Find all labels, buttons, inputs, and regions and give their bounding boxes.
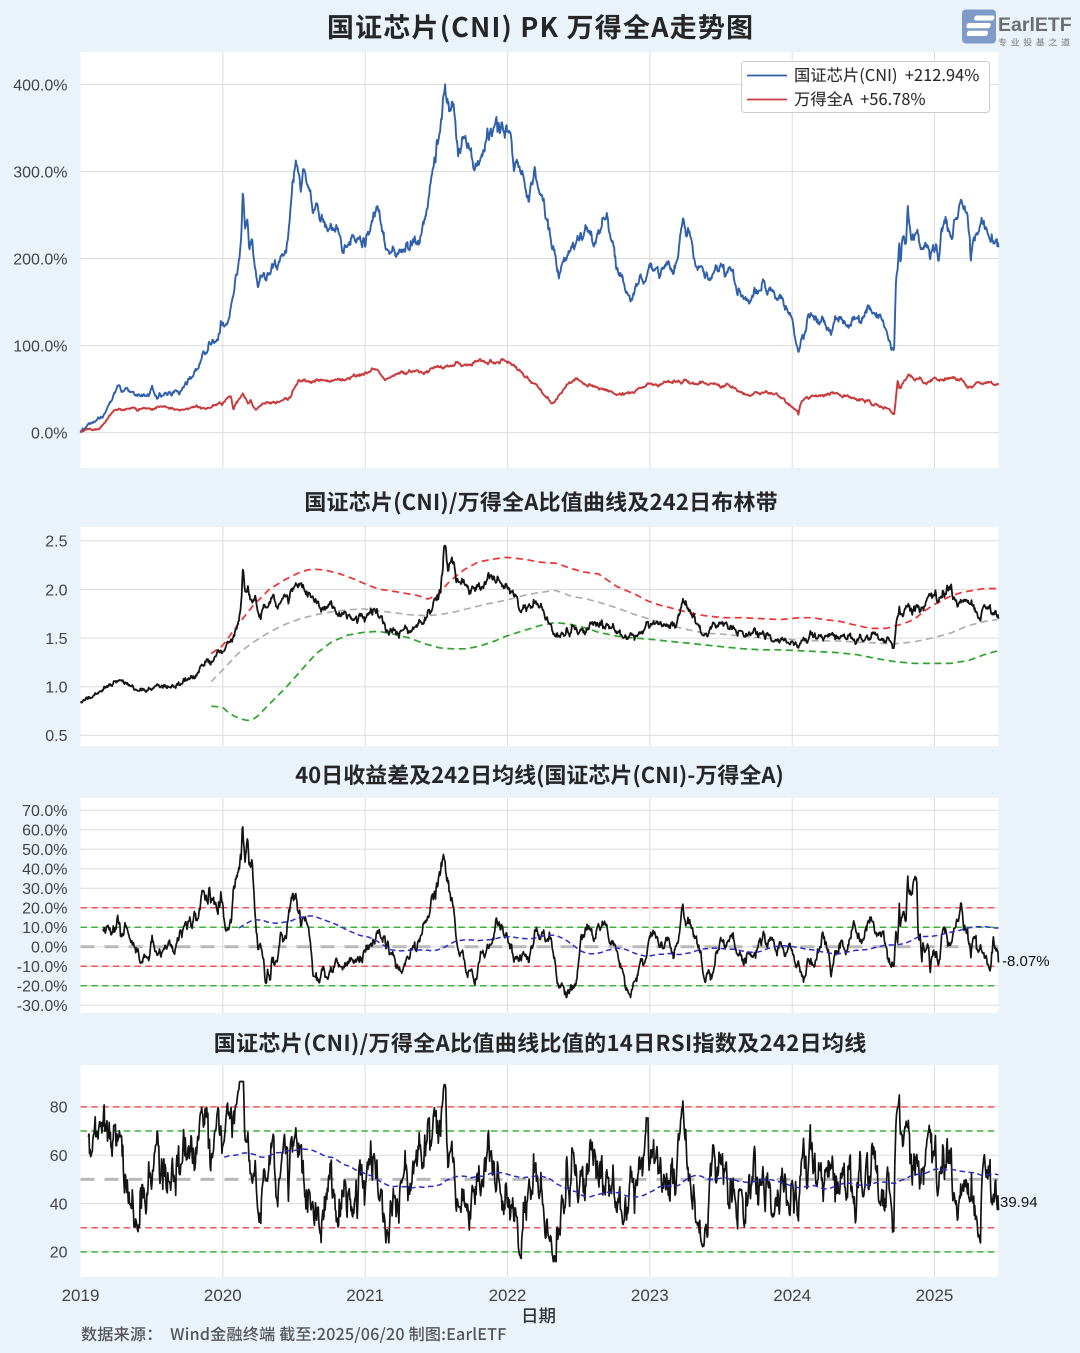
svg-text:2.5: 2.5 xyxy=(45,534,67,551)
svg-text:50.0%: 50.0% xyxy=(22,842,67,859)
svg-text:2024: 2024 xyxy=(773,1286,811,1305)
svg-text:2020: 2020 xyxy=(204,1286,242,1305)
svg-text:0.0%: 0.0% xyxy=(31,425,67,442)
svg-text:2023: 2023 xyxy=(631,1286,669,1305)
svg-text:400.0%: 400.0% xyxy=(13,77,67,94)
svg-text:-8.07%: -8.07% xyxy=(1002,953,1050,970)
svg-text:10.0%: 10.0% xyxy=(22,920,67,937)
svg-text:2021: 2021 xyxy=(346,1286,384,1305)
svg-text:2022: 2022 xyxy=(489,1286,527,1305)
svg-text:40.0%: 40.0% xyxy=(22,862,67,879)
svg-text:-10.0%: -10.0% xyxy=(17,959,68,976)
svg-text:2.0: 2.0 xyxy=(45,582,67,599)
svg-text:0.5: 0.5 xyxy=(45,728,67,745)
svg-text:20: 20 xyxy=(50,1245,68,1262)
svg-text:0.0%: 0.0% xyxy=(31,940,67,957)
svg-text:-20.0%: -20.0% xyxy=(17,979,68,996)
svg-text:30.0%: 30.0% xyxy=(22,881,67,898)
svg-text:EarlETF: EarlETF xyxy=(998,14,1072,36)
svg-text:200.0%: 200.0% xyxy=(13,251,67,268)
svg-text:80: 80 xyxy=(50,1100,68,1117)
svg-text:20.0%: 20.0% xyxy=(22,901,67,918)
svg-text:2025: 2025 xyxy=(916,1286,954,1305)
svg-text:60.0%: 60.0% xyxy=(22,823,67,840)
svg-text:2019: 2019 xyxy=(62,1286,100,1305)
svg-text:1.5: 1.5 xyxy=(45,631,67,648)
svg-text:1.0: 1.0 xyxy=(45,680,67,697)
svg-text:300.0%: 300.0% xyxy=(13,164,67,181)
svg-text:70.0%: 70.0% xyxy=(22,803,67,820)
svg-text:60: 60 xyxy=(50,1148,68,1165)
svg-text:39.94: 39.94 xyxy=(1000,1194,1038,1211)
svg-text:-30.0%: -30.0% xyxy=(17,998,68,1015)
svg-text:40: 40 xyxy=(50,1196,68,1213)
svg-text:100.0%: 100.0% xyxy=(13,338,67,355)
